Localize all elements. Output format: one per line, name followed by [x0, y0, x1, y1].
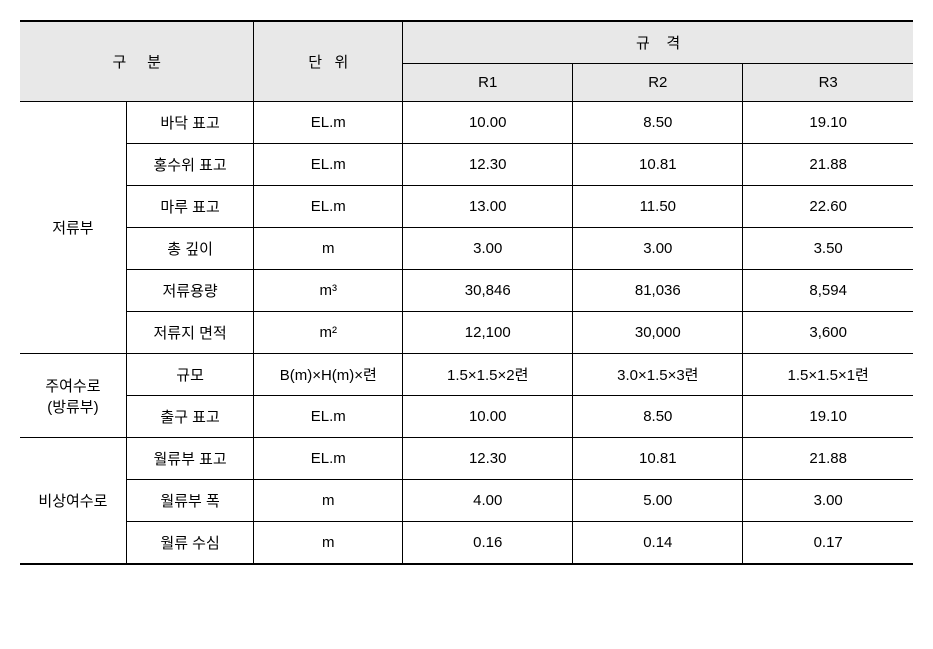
cell-r2: 30,000 — [573, 312, 743, 354]
table-body: 저류부바닥 표고EL.m10.008.5019.10홍수위 표고EL.m12.3… — [20, 102, 913, 565]
table-row: 비상여수로월류부 표고EL.m12.3010.8121.88 — [20, 438, 913, 480]
cell-r3: 8,594 — [743, 270, 913, 312]
cell-r3: 3.50 — [743, 228, 913, 270]
header-unit: 단 위 — [254, 21, 403, 102]
table-row: 저류용량m³30,84681,0368,594 — [20, 270, 913, 312]
cell-r1: 10.00 — [403, 102, 573, 144]
table-row: 주여수로 (방류부)규모B(m)×H(m)×련1.5×1.5×2련3.0×1.5… — [20, 354, 913, 396]
table-row: 총 깊이m3.003.003.50 — [20, 228, 913, 270]
group-label: 비상여수로 — [20, 438, 126, 565]
cell-r2: 0.14 — [573, 522, 743, 565]
cell-r3: 19.10 — [743, 396, 913, 438]
cell-r2: 5.00 — [573, 480, 743, 522]
row-label: 홍수위 표고 — [126, 144, 254, 186]
row-unit: EL.m — [254, 144, 403, 186]
row-label: 저류지 면적 — [126, 312, 254, 354]
cell-r3: 3,600 — [743, 312, 913, 354]
row-label: 월류 수심 — [126, 522, 254, 565]
row-unit: EL.m — [254, 438, 403, 480]
spec-table: 구 분 단 위 규 격 R1 R2 R3 저류부바닥 표고EL.m10.008.… — [20, 20, 913, 565]
table-row: 마루 표고EL.m13.0011.5022.60 — [20, 186, 913, 228]
header-category: 구 분 — [20, 21, 254, 102]
row-label: 출구 표고 — [126, 396, 254, 438]
header-r3: R3 — [743, 64, 913, 102]
cell-r1: 30,846 — [403, 270, 573, 312]
cell-r3: 19.10 — [743, 102, 913, 144]
table-row: 월류부 폭m4.005.003.00 — [20, 480, 913, 522]
cell-r2: 81,036 — [573, 270, 743, 312]
row-unit: m — [254, 480, 403, 522]
cell-r1: 3.00 — [403, 228, 573, 270]
row-label: 마루 표고 — [126, 186, 254, 228]
table-row: 월류 수심m0.160.140.17 — [20, 522, 913, 565]
cell-r1: 13.00 — [403, 186, 573, 228]
row-unit: EL.m — [254, 102, 403, 144]
row-unit: m — [254, 228, 403, 270]
cell-r3: 3.00 — [743, 480, 913, 522]
row-unit: m — [254, 522, 403, 565]
row-unit: EL.m — [254, 186, 403, 228]
row-unit: m² — [254, 312, 403, 354]
cell-r2: 3.00 — [573, 228, 743, 270]
cell-r2: 10.81 — [573, 144, 743, 186]
group-label: 저류부 — [20, 102, 126, 354]
row-label: 월류부 폭 — [126, 480, 254, 522]
group-label: 주여수로 (방류부) — [20, 354, 126, 438]
header-spec: 규 격 — [403, 21, 913, 64]
cell-r1: 10.00 — [403, 396, 573, 438]
row-label: 저류용량 — [126, 270, 254, 312]
row-unit: EL.m — [254, 396, 403, 438]
row-label: 규모 — [126, 354, 254, 396]
cell-r2: 8.50 — [573, 102, 743, 144]
cell-r1: 12.30 — [403, 144, 573, 186]
cell-r1: 12,100 — [403, 312, 573, 354]
table-row: 출구 표고EL.m10.008.5019.10 — [20, 396, 913, 438]
row-label: 월류부 표고 — [126, 438, 254, 480]
table-row: 저류지 면적m²12,10030,0003,600 — [20, 312, 913, 354]
row-label: 총 깊이 — [126, 228, 254, 270]
cell-r2: 11.50 — [573, 186, 743, 228]
cell-r1: 4.00 — [403, 480, 573, 522]
cell-r2: 10.81 — [573, 438, 743, 480]
cell-r3: 22.60 — [743, 186, 913, 228]
header-r2: R2 — [573, 64, 743, 102]
cell-r2: 8.50 — [573, 396, 743, 438]
cell-r1: 0.16 — [403, 522, 573, 565]
row-unit: m³ — [254, 270, 403, 312]
cell-r2: 3.0×1.5×3련 — [573, 354, 743, 396]
row-label: 바닥 표고 — [126, 102, 254, 144]
cell-r3: 21.88 — [743, 438, 913, 480]
header-r1: R1 — [403, 64, 573, 102]
table-row: 저류부바닥 표고EL.m10.008.5019.10 — [20, 102, 913, 144]
table-row: 홍수위 표고EL.m12.3010.8121.88 — [20, 144, 913, 186]
row-unit: B(m)×H(m)×련 — [254, 354, 403, 396]
cell-r3: 1.5×1.5×1련 — [743, 354, 913, 396]
cell-r3: 0.17 — [743, 522, 913, 565]
cell-r1: 12.30 — [403, 438, 573, 480]
cell-r1: 1.5×1.5×2련 — [403, 354, 573, 396]
cell-r3: 21.88 — [743, 144, 913, 186]
